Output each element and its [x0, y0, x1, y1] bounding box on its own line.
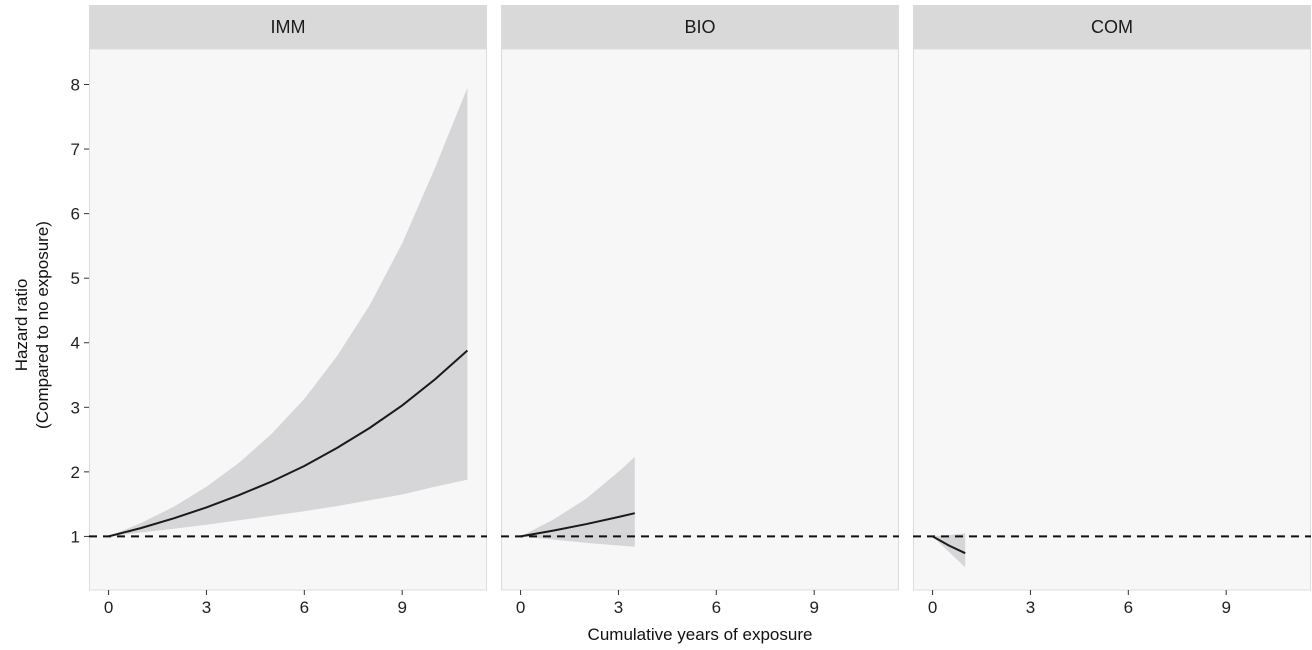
panel-com: COM 0 3 6 9	[913, 5, 1311, 617]
y-tick-label: 8	[71, 76, 80, 95]
y-axis: 1 2 3 4 5 6 7 8	[71, 76, 89, 546]
panels-layer: IMM 0 3 6 9 BIO 0 3 6 9 COM 0 3 6 9	[89, 5, 1311, 617]
x-tick-label: 3	[614, 598, 623, 617]
confidence-band	[520, 457, 635, 547]
x-tick-label: 9	[809, 598, 818, 617]
panel-imm: IMM 0 3 6 9	[89, 5, 487, 617]
x-tick-label: 0	[516, 598, 525, 617]
x-tick-label: 0	[104, 598, 113, 617]
y-tick-label: 2	[71, 463, 80, 482]
y-tick-label: 6	[71, 205, 80, 224]
x-tick-label: 0	[928, 598, 937, 617]
panel-bio: BIO 0 3 6 9	[501, 5, 899, 617]
x-tick-label: 9	[397, 598, 406, 617]
confidence-band	[108, 87, 468, 537]
x-tick-label: 6	[1124, 598, 1133, 617]
panel-strip-label: COM	[1091, 17, 1133, 37]
y-axis-title-line-2: (Compared to no exposure)	[33, 221, 52, 429]
panel-background	[913, 48, 1311, 591]
x-tick-label: 6	[712, 598, 721, 617]
x-tick-label: 6	[300, 598, 309, 617]
x-axis-title: Cumulative years of exposure	[588, 625, 813, 644]
panel-strip-label: BIO	[684, 17, 715, 37]
estimate-line	[520, 512, 636, 538]
x-tick-label: 3	[202, 598, 211, 617]
y-tick-label: 3	[71, 398, 80, 417]
x-tick-label: 3	[1026, 598, 1035, 617]
y-tick-label: 4	[71, 334, 80, 353]
y-tick-label: 7	[71, 140, 80, 159]
panel-background	[501, 48, 899, 591]
panel-strip	[89, 5, 487, 49]
x-tick-label: 9	[1221, 598, 1230, 617]
estimate-line	[932, 535, 966, 555]
estimate-line	[108, 349, 469, 538]
panel-strip-label: IMM	[271, 17, 306, 37]
y-tick-label: 1	[71, 527, 80, 546]
y-axis-title-line-1: Hazard ratio	[12, 279, 31, 372]
panel-strip	[913, 5, 1311, 49]
panel-strip	[501, 5, 899, 49]
y-tick-label: 5	[71, 269, 80, 288]
